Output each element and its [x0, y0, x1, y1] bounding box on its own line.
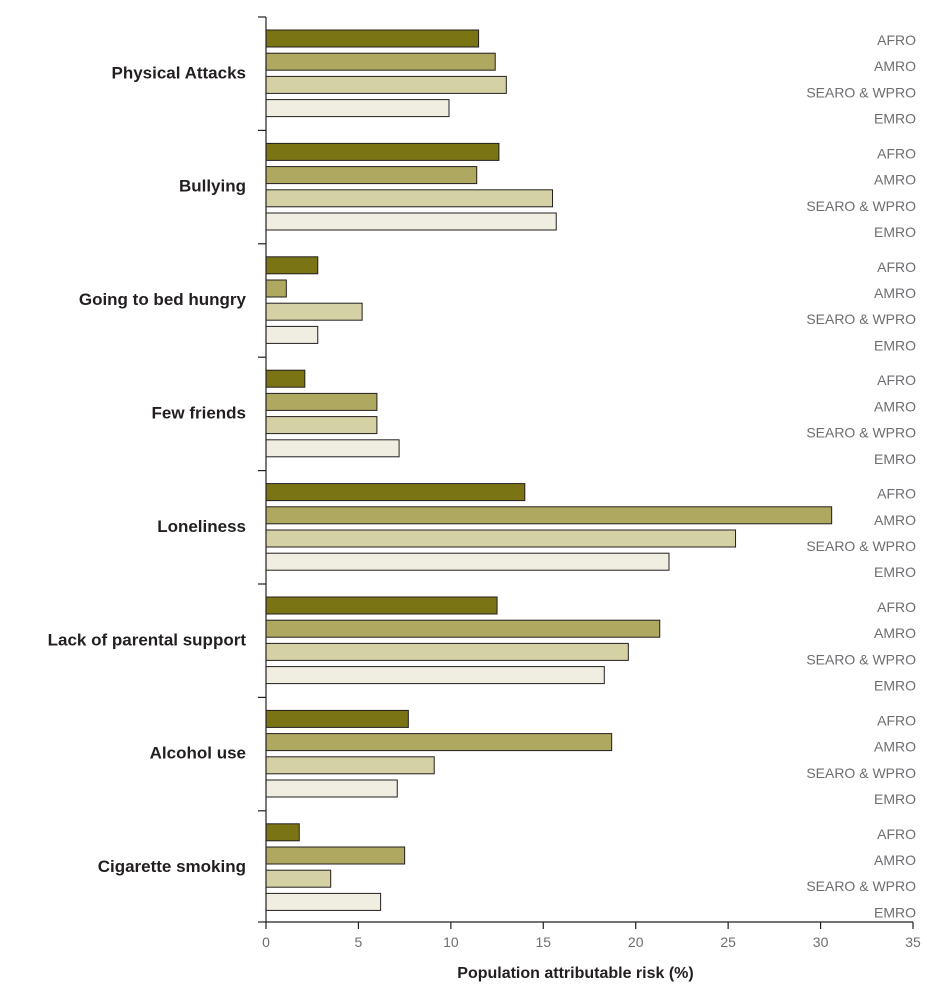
bar-alcohol-use-emro [265, 779, 398, 798]
x-axis-title: Population attributable risk (%) [457, 965, 693, 982]
bar-cigarette-smoking-searo-wpro [265, 869, 332, 888]
region-label-searo-wpro: SEARO & WPRO [806, 651, 916, 667]
bar-physical-attacks-afro [265, 29, 480, 48]
category-label-bullying: Bullying [179, 177, 246, 196]
bar-alcohol-use-amro [265, 733, 613, 752]
bar-going-to-bed-hungry-afro [265, 256, 319, 275]
bar-cigarette-smoking-emro [265, 892, 382, 911]
bar-alcohol-use-searo-wpro [265, 756, 435, 775]
category-label-physical-attacks: Physical Attacks [112, 63, 247, 82]
x-tick-label: 0 [262, 934, 270, 950]
bar-bullying-amro [265, 166, 478, 185]
x-tick-label: 35 [905, 934, 921, 950]
region-label-amro: AMRO [874, 172, 916, 188]
region-label-afro: AFRO [877, 486, 916, 502]
region-label-amro: AMRO [874, 512, 916, 528]
bar-cigarette-smoking-afro [265, 823, 300, 842]
axis-layer: Population attributable risk (%) 0 5 10 15 2… [262, 17, 921, 982]
region-label-emro: EMRO [874, 337, 916, 353]
region-label-amro: AMRO [874, 852, 916, 868]
region-label-afro: AFRO [877, 259, 916, 275]
region-label-afro: AFRO [877, 712, 916, 728]
region-label-emro: EMRO [874, 451, 916, 467]
category-label-loneliness: Loneliness [157, 517, 246, 536]
region-label-afro: AFRO [877, 145, 916, 161]
x-tick-label: 15 [535, 934, 551, 950]
x-tick-label: 25 [720, 934, 736, 950]
bar-physical-attacks-emro [265, 99, 450, 118]
bar-loneliness-amro [265, 506, 833, 525]
region-label-emro: EMRO [874, 111, 916, 127]
bar-few-friends-emro [265, 439, 400, 458]
bar-lack-of-parental-support-afro [265, 596, 498, 615]
region-label-searo-wpro: SEARO & WPRO [806, 84, 916, 100]
region-label-emro: EMRO [874, 224, 916, 240]
bar-bullying-afro [265, 142, 500, 161]
x-tick-label: 20 [628, 934, 644, 950]
region-label-searo-wpro: SEARO & WPRO [806, 878, 916, 894]
category-label-going-to-bed-hungry: Going to bed hungry [79, 290, 247, 309]
bar-physical-attacks-amro [265, 52, 496, 71]
region-label-searo-wpro: SEARO & WPRO [806, 765, 916, 781]
x-tick-label: 10 [443, 934, 459, 950]
bar-lack-of-parental-support-searo-wpro [265, 642, 629, 661]
bar-going-to-bed-hungry-amro [265, 279, 287, 298]
region-label-afro: AFRO [877, 372, 916, 388]
x-tick-label: 30 [813, 934, 829, 950]
bar-cigarette-smoking-amro [265, 846, 406, 865]
region-label-amro: AMRO [874, 625, 916, 641]
bar-loneliness-afro [265, 483, 526, 502]
region-label-emro: EMRO [874, 904, 916, 920]
region-label-amro: AMRO [874, 739, 916, 755]
bars-layer [265, 29, 833, 911]
bar-bullying-searo-wpro [265, 189, 554, 208]
bar-bullying-emro [265, 212, 557, 231]
region-label-emro: EMRO [874, 678, 916, 694]
region-label-afro: AFRO [877, 32, 916, 48]
category-label-alcohol-use: Alcohol use [150, 744, 246, 763]
region-label-amro: AMRO [874, 285, 916, 301]
bar-few-friends-amro [265, 392, 378, 411]
region-label-searo-wpro: SEARO & WPRO [806, 538, 916, 554]
region-label-amro: AMRO [874, 398, 916, 414]
bar-going-to-bed-hungry-searo-wpro [265, 302, 363, 321]
bar-loneliness-searo-wpro [265, 529, 737, 548]
region-label-emro: EMRO [874, 791, 916, 807]
category-label-lack-of-parental-support: Lack of parental support [48, 630, 247, 649]
bar-few-friends-searo-wpro [265, 416, 378, 435]
region-label-searo-wpro: SEARO & WPRO [806, 311, 916, 327]
bar-going-to-bed-hungry-emro [265, 325, 319, 344]
region-label-searo-wpro: SEARO & WPRO [806, 198, 916, 214]
x-tick-label: 5 [355, 934, 363, 950]
bar-few-friends-afro [265, 369, 306, 388]
bar-physical-attacks-searo-wpro [265, 75, 507, 94]
bar-lack-of-parental-support-emro [265, 666, 605, 685]
bar-loneliness-emro [265, 552, 670, 571]
region-label-afro: AFRO [877, 599, 916, 615]
category-label-cigarette-smoking: Cigarette smoking [98, 857, 246, 876]
bar-lack-of-parental-support-amro [265, 619, 661, 638]
region-label-amro: AMRO [874, 58, 916, 74]
bar-alcohol-use-afro [265, 709, 409, 728]
region-label-emro: EMRO [874, 564, 916, 580]
region-label-searo-wpro: SEARO & WPRO [806, 425, 916, 441]
labels-layer: Physical Attacks AFRO AMRO SEARO & WPRO EMRO… [48, 16, 916, 923]
region-label-afro: AFRO [877, 826, 916, 842]
category-label-few-friends: Few friends [152, 404, 246, 423]
